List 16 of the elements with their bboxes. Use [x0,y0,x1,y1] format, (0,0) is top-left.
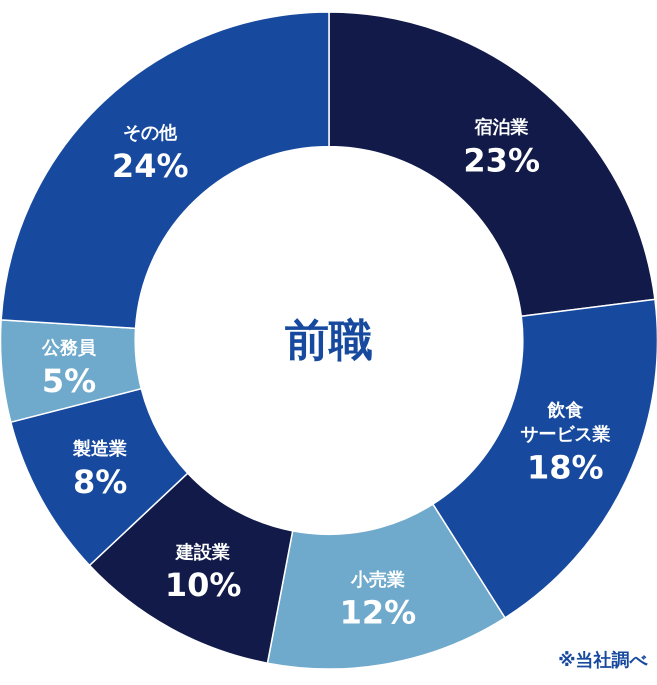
slice-label: その他 [123,122,178,144]
data-label: 8% [72,463,128,502]
data-label: 23% [463,141,540,180]
slice-label: 飲食サービス業 [520,400,610,446]
data-label: 24% [112,146,189,185]
text: ※当社調べ [558,650,649,671]
slice-label: 宿泊業 [474,117,529,138]
data-label: 5% [42,362,96,400]
slice-label: 公務員 [41,338,97,359]
data-label: 18% [527,448,604,486]
slice-label: 小売業 [350,569,405,590]
text: 前職 [285,315,373,366]
data-label: 12% [340,594,416,632]
data-label: 10% [164,566,242,604]
slice-label: 製造業 [72,438,128,460]
slice-label: 建設業 [174,542,230,563]
